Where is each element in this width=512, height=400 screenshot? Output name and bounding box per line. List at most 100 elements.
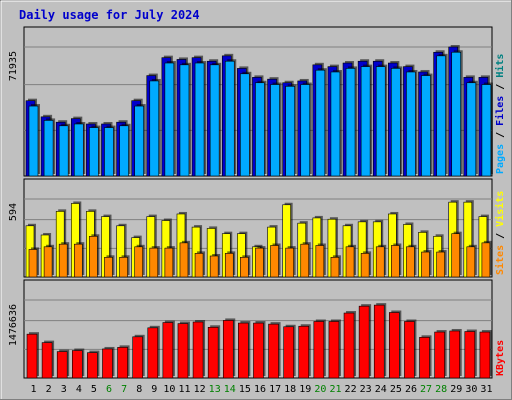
bar-kbytes-day-4 [71,348,85,379]
bar-sites-day-4 [73,242,85,278]
bar-files-day-24 [375,64,388,177]
bar-files-day-7 [119,123,131,177]
day-label-24: 24 [375,384,387,395]
legend-entry-sites: Sites [494,245,506,275]
day-label-29: 29 [450,384,462,395]
bar-sites-day-17 [270,243,281,278]
day-label-4: 4 [76,384,82,395]
panel-visitors: 594 [8,178,493,278]
bar-sites-day-25 [391,243,402,278]
bar-sites-day-2 [43,244,55,278]
bar-files-day-9 [149,78,161,177]
day-label-6: 6 [106,384,112,395]
bars-requests [25,45,493,177]
bar-kbytes-day-18 [283,324,296,379]
bar-sites-day-15 [240,255,251,278]
legend-separator: / [495,227,506,245]
chart-panels: 71935 594 1476636 [8,26,493,379]
bar-kbytes-day-7 [117,345,130,379]
legend-entry-visits: Visits [494,191,506,227]
bar-sites-day-7 [119,255,130,278]
panel-requests: 71935 [8,26,493,177]
bar-files-day-17 [270,82,282,177]
bar-kbytes-day-9 [147,325,160,379]
bar-files-day-16 [255,80,267,177]
bar-files-day-1 [28,104,40,177]
bar-kbytes-day-17 [268,322,281,379]
day-label-20: 20 [314,384,326,395]
day-label-2: 2 [46,384,52,395]
bar-sites-day-27 [421,250,432,278]
day-label-23: 23 [360,384,372,395]
day-label-13: 13 [209,384,221,395]
day-label-27: 27 [420,384,432,395]
legend-separator: / [495,126,506,144]
bar-sites-day-19 [300,242,311,278]
bar-sites-day-1 [28,247,39,278]
bar-kbytes-day-5 [87,350,100,379]
legend-requests: Pages / Files / Hits [494,54,506,174]
bar-files-day-13 [209,62,222,177]
bar-kbytes-day-24 [373,303,387,379]
day-label-9: 9 [151,384,157,395]
bar-files-day-20 [315,68,327,177]
bars-kbytes [26,303,492,379]
bar-sites-day-31 [481,240,492,278]
bars-visitors [25,200,492,278]
day-label-25: 25 [390,384,402,395]
day-label-30: 30 [465,384,477,395]
bar-kbytes-day-8 [132,334,145,379]
day-label-31: 31 [480,384,492,395]
day-label-3: 3 [61,384,67,395]
bar-kbytes-day-3 [56,349,70,379]
bar-kbytes-day-27 [419,335,432,379]
bar-files-day-25 [391,66,403,177]
bar-sites-day-23 [360,251,372,278]
legend-visitors: Sites / Visits [494,191,506,275]
bar-files-day-27 [421,73,433,177]
bar-files-day-8 [134,104,146,177]
bar-files-day-21 [330,69,342,177]
day-label-7: 7 [121,384,127,395]
bar-files-day-19 [300,82,312,177]
bar-sites-day-16 [255,246,266,278]
day-label-21: 21 [329,384,341,395]
bar-files-day-26 [406,69,418,177]
legend-entry-files: Files [494,96,506,126]
bar-files-day-31 [481,82,493,177]
day-label-17: 17 [269,384,281,395]
chart-title: Daily usage for July 2024 [19,8,200,22]
bar-kbytes-day-6 [102,346,115,379]
bar-files-day-6 [104,125,116,177]
y-max-label-kbytes: 1476636 [8,304,19,346]
bar-files-day-14 [224,59,237,177]
bar-sites-day-18 [285,246,296,278]
bar-sites-day-28 [436,250,447,278]
bar-kbytes-day-13 [207,325,221,379]
bar-files-day-12 [194,61,207,177]
bar-files-day-3 [58,123,71,177]
bar-kbytes-day-26 [404,319,417,379]
bar-kbytes-day-2 [41,340,55,379]
bar-kbytes-day-19 [298,324,311,379]
bar-kbytes-day-22 [343,311,357,379]
bar-sites-day-24 [375,244,387,278]
bar-sites-day-8 [134,244,145,278]
bar-files-day-23 [360,64,373,177]
day-label-26: 26 [405,384,417,395]
day-labels: 1 2 3 4 5 6 7 8 9 10 11 12 13 14 15 16 17 18 19 20 21 22 23 24 2… [31,384,493,395]
bar-files-day-5 [89,125,101,177]
legends: Pages / Files / Hits Sites / Visits KBytes [494,54,506,376]
bar-files-day-28 [436,53,448,177]
bar-kbytes-day-10 [162,320,175,379]
bar-sites-day-14 [224,251,236,278]
bar-kbytes-day-15 [238,321,251,379]
day-label-8: 8 [136,384,142,395]
legend-kbytes: KBytes [495,340,506,376]
bar-sites-day-9 [149,246,160,278]
bar-files-day-18 [285,84,297,177]
bar-sites-day-12 [194,251,206,278]
day-label-10: 10 [163,384,175,395]
panel-kbytes: 1476636 [8,279,493,379]
